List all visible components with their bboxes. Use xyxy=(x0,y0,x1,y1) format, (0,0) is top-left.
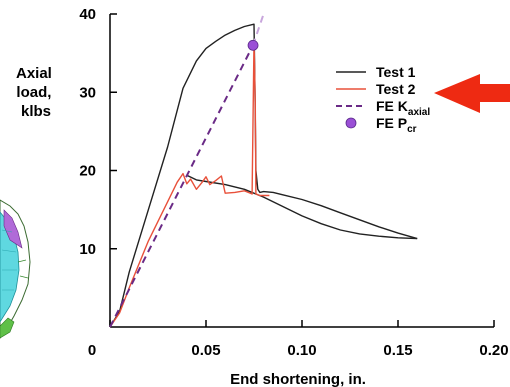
x-tick-label: 0.05 xyxy=(191,342,220,359)
y-tick-label: 10 xyxy=(79,241,96,258)
legend-test-1-label: Test 1 xyxy=(376,64,416,80)
highlight-arrow-icon xyxy=(434,74,510,113)
x-tick-label: 0 xyxy=(88,342,96,359)
series-fe-k xyxy=(109,44,254,328)
series-test-1-lower-branch xyxy=(186,174,418,240)
series-test-1 xyxy=(109,23,418,328)
x-tick-label: 0.10 xyxy=(287,342,316,359)
axis-ticks: 0 0.05 0.10 0.15 0.20 10 20 30 40 xyxy=(79,6,508,359)
x-axis-title: End shortening, in. xyxy=(230,371,366,387)
legend-test-2-label: Test 2 xyxy=(376,81,416,97)
legend-fe-p-cr-marker xyxy=(345,117,357,129)
y-axis-title-line-2: load, xyxy=(16,84,51,101)
y-tick-label: 30 xyxy=(79,84,96,101)
series-fe-k-extension xyxy=(252,13,265,46)
fe-model-illustration xyxy=(0,199,31,339)
series-test-2 xyxy=(109,40,270,328)
points-layer xyxy=(247,39,259,51)
series-layer xyxy=(109,13,418,328)
point-fe-pcr xyxy=(247,39,259,51)
y-axis-title: Axial load, klbs xyxy=(16,65,56,120)
y-axis-title-line-1: Axial xyxy=(16,65,52,82)
y-tick-label: 20 xyxy=(79,163,96,180)
legend-fe-p-cr-label: FE Pcr xyxy=(376,115,417,135)
y-tick-label: 40 xyxy=(79,6,96,23)
x-tick-label: 0.15 xyxy=(383,342,412,359)
y-axis-title-line-3: klbs xyxy=(21,103,51,120)
x-tick-label: 0.20 xyxy=(479,342,508,359)
